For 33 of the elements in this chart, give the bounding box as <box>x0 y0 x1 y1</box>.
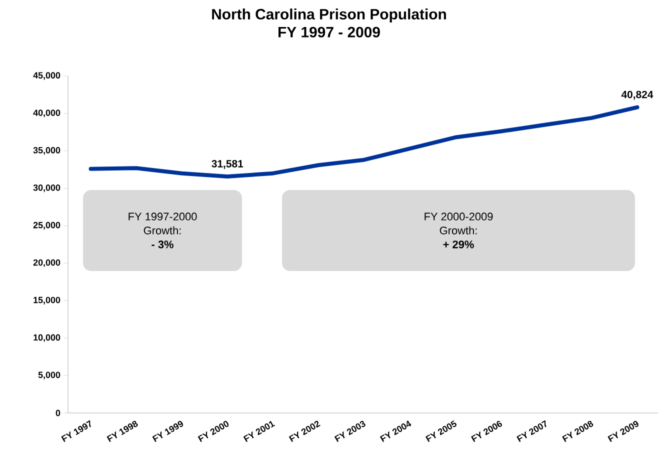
y-tick-label: 45,000 <box>33 72 60 80</box>
x-tick-label: FY 2003 <box>334 420 366 442</box>
x-tick-label: FY 2007 <box>516 420 546 442</box>
annotation: + 29% <box>443 240 474 248</box>
x-tick-label: FY 2008 <box>562 420 594 442</box>
x-tick-label: FY 2001 <box>243 420 276 442</box>
x-tick-label: FY 2005 <box>425 420 456 442</box>
x-tick-label: FY 1998 <box>106 420 138 442</box>
x-tick-label: FY 1997 <box>61 420 91 442</box>
y-tick-label: 10,000 <box>34 334 60 342</box>
annotation: FY 1997-2000 <box>128 212 197 220</box>
y-tick-label: 0 <box>56 410 60 416</box>
x-tick-label: FY 2009 <box>608 420 638 442</box>
y-tick-label: 30,000 <box>33 184 60 192</box>
data-label: 31,581 <box>212 160 244 169</box>
x-tick-label: FY 2002 <box>288 420 320 442</box>
chart-subtitle: FY 1997 - 2009 <box>278 26 380 38</box>
x-tick-label: FY 1999 <box>152 420 184 442</box>
y-tick-label: 15,000 <box>34 296 60 304</box>
annotation: Growth: <box>440 226 477 234</box>
annotation: FY 2000-2009 <box>424 212 493 220</box>
y-tick-label: 20,000 <box>33 259 60 268</box>
y-tick-label: 25,000 <box>33 222 60 230</box>
x-tick-label: FY 2000 <box>198 420 229 442</box>
annotation: Growth: <box>144 226 181 234</box>
chart-title: North Carolina Prison Population <box>212 8 446 22</box>
x-tick-label: FY 2006 <box>471 420 502 442</box>
y-tick-label: 35,000 <box>33 147 60 155</box>
annotation: - 3% <box>152 240 174 248</box>
y-tick-label: 5,000 <box>38 372 60 380</box>
data-label: 40,824 <box>621 90 654 100</box>
y-tick-label: 40,000 <box>33 110 60 118</box>
x-tick-label: FY 2004 <box>380 420 412 442</box>
